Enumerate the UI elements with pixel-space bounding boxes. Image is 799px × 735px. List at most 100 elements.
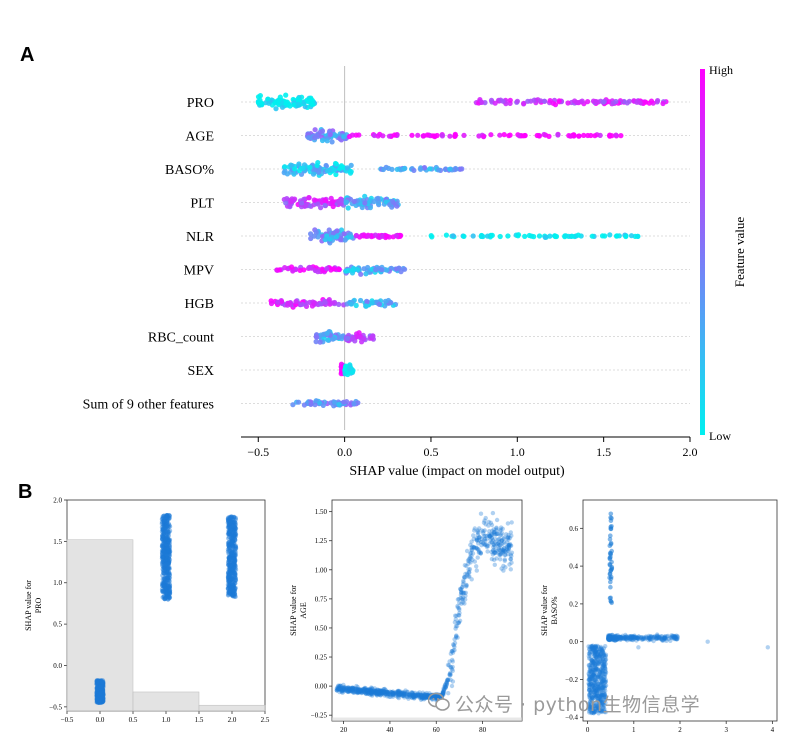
dependence-point (230, 539, 235, 544)
dependence-point (403, 688, 408, 693)
dependence-point (502, 548, 507, 553)
dependence-point (97, 684, 102, 689)
dependence-point (354, 687, 359, 693)
dependence-point (162, 590, 168, 595)
histogram-bar (198, 704, 266, 712)
dependence-point (408, 692, 413, 697)
dependence-point (588, 690, 593, 696)
dependence-point (597, 669, 603, 675)
dependence-point (422, 696, 427, 701)
dependence-point (97, 694, 102, 699)
dependence-point (163, 576, 169, 581)
dependence-point (377, 691, 383, 697)
dependence-point (228, 553, 234, 558)
dependence-point (599, 668, 604, 673)
dependence-point (167, 528, 173, 534)
beeswarm-dots (255, 92, 669, 409)
dependence-point (229, 515, 235, 520)
shap-point (327, 132, 333, 138)
dependence-point (164, 524, 170, 529)
dependence-point (231, 527, 237, 533)
dependence-point (230, 589, 236, 595)
dependence-point (404, 691, 409, 696)
dependence-point (163, 584, 169, 590)
dependence-point (397, 692, 402, 697)
dependence-point (590, 677, 595, 682)
dependence-point (162, 588, 168, 594)
dependence-point (230, 543, 236, 549)
dependence-point (348, 687, 353, 692)
dependence-point (441, 686, 446, 691)
dependence-point (598, 699, 604, 704)
dependence-point (483, 538, 488, 544)
dependence-point (648, 635, 653, 640)
dependence-point (602, 659, 607, 665)
dependence-point (161, 565, 167, 571)
dependence-point (100, 680, 105, 685)
dependence-point (592, 685, 597, 690)
dependence-point (492, 540, 498, 545)
dependence-point (506, 533, 511, 538)
dependence-point (337, 686, 342, 692)
dependence-point (588, 662, 593, 667)
dependence-point (600, 664, 605, 669)
dependence-point (612, 635, 618, 640)
dependence-point (587, 685, 592, 690)
dependence-point (228, 541, 234, 546)
dependence-point (230, 566, 235, 571)
dependence-point (606, 636, 611, 641)
dependence-point (226, 551, 231, 557)
dependence-point (587, 683, 592, 688)
dependence-point (592, 671, 597, 676)
shap-point (429, 234, 435, 240)
dependence-point (100, 698, 106, 704)
dependence-point (161, 555, 166, 560)
dependence-point (334, 688, 340, 693)
dependence-point (599, 655, 605, 660)
dependence-point (613, 637, 619, 643)
dependence-point (99, 688, 104, 693)
dependence-point (376, 692, 382, 697)
dependence-point (626, 635, 631, 640)
dependence-point (459, 590, 464, 595)
dependence-point (436, 694, 441, 699)
dependence-point (594, 683, 599, 689)
dependence-point (161, 582, 167, 588)
dependence-point (99, 682, 105, 687)
dependence-point (394, 690, 400, 695)
dependence-point (481, 531, 486, 536)
dependence-point (474, 568, 479, 573)
dependence-point (227, 578, 233, 583)
dependence-point (597, 671, 602, 676)
dependence-point (226, 562, 231, 568)
dependence-point (100, 688, 106, 694)
dependence-point (96, 682, 101, 687)
dependence-point (471, 545, 477, 550)
dependence-point (388, 694, 393, 699)
colorbar-title: Feature value (732, 217, 747, 288)
dependence-point (608, 533, 613, 538)
dependence-point (441, 690, 446, 695)
shap-point (600, 99, 606, 105)
shap-point (348, 234, 354, 240)
dependence-point (225, 520, 231, 526)
shap-point (447, 133, 453, 139)
dependence-point (95, 693, 101, 698)
dependence-point (469, 554, 474, 559)
dependence-point (596, 694, 601, 699)
dependence-point (595, 684, 601, 690)
dependence-point (97, 692, 103, 697)
dependence-point (376, 688, 381, 693)
dependence-point (232, 529, 238, 534)
dependence-point (592, 670, 598, 676)
dependence-point (413, 692, 419, 697)
dependence-point (95, 687, 100, 692)
dependence-point (609, 637, 614, 642)
dependence-point (447, 672, 452, 677)
dependence-point (160, 561, 165, 567)
dependence-point (396, 693, 401, 698)
shap-point (295, 101, 301, 108)
dependence-point (614, 636, 619, 642)
dependence-point (452, 644, 457, 649)
dependence-point (607, 634, 612, 640)
